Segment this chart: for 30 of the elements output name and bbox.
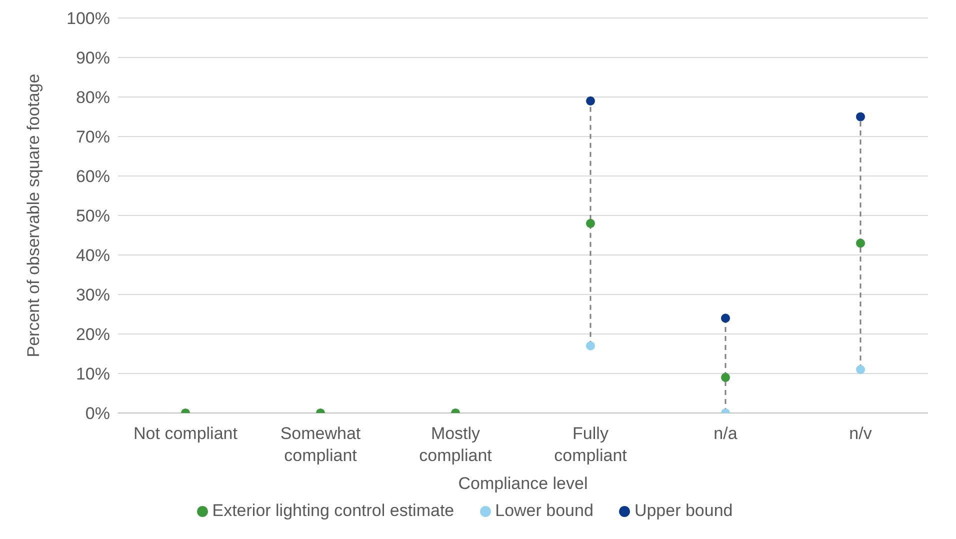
y-tick-label: 30% xyxy=(76,286,110,305)
y-tick-label: 0% xyxy=(85,404,110,424)
point xyxy=(586,341,596,350)
legend-label: Exterior lighting control estimate xyxy=(212,501,454,520)
x-tick-label: Not compliant xyxy=(134,424,238,443)
legend-label: Lower bound xyxy=(495,501,594,520)
x-tick-label: n/a xyxy=(714,424,738,443)
y-tick-label: 90% xyxy=(76,48,110,68)
y-axis-title: Percent of observable square footage xyxy=(24,74,44,358)
y-tick-label: 10% xyxy=(76,364,110,384)
y-tick-label: 40% xyxy=(76,246,110,266)
y-tick-label: 80% xyxy=(76,88,110,108)
x-tick-label: Somewhat compliant xyxy=(280,424,361,465)
y-tick-label: 20% xyxy=(76,325,110,344)
point xyxy=(720,314,730,323)
y-tick-label: 60% xyxy=(76,167,110,186)
y-tick-label: 70% xyxy=(76,128,110,147)
x-axis-title: Compliance level xyxy=(458,474,588,493)
point xyxy=(856,112,866,122)
x-tick-label: Mostly compliant xyxy=(419,424,492,465)
legend-label: Upper bound xyxy=(634,501,733,520)
x-tick-label: Fully compliant xyxy=(554,424,628,465)
y-tick-label: 100% xyxy=(66,9,110,28)
point xyxy=(720,372,730,382)
y-tick-label: 50% xyxy=(76,206,110,226)
point xyxy=(856,238,866,248)
point xyxy=(586,218,596,228)
point xyxy=(586,96,596,106)
point xyxy=(856,365,866,374)
x-tick-label: n/v xyxy=(849,424,872,443)
